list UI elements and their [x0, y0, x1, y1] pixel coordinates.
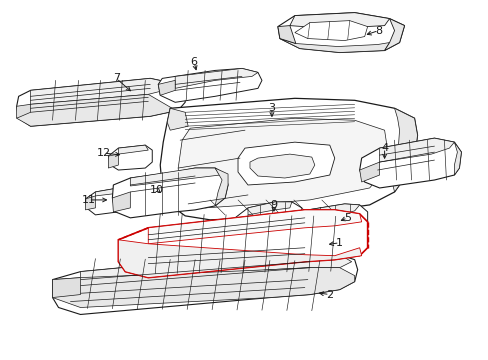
Polygon shape: [17, 78, 185, 126]
Polygon shape: [384, 19, 404, 50]
Polygon shape: [238, 142, 334, 185]
Polygon shape: [81, 252, 351, 288]
Polygon shape: [108, 145, 152, 170]
Text: 12: 12: [96, 148, 110, 158]
Polygon shape: [158, 68, 262, 102]
Text: 7: 7: [113, 73, 120, 84]
Polygon shape: [118, 210, 367, 278]
Text: 5: 5: [344, 213, 350, 223]
Polygon shape: [167, 108, 188, 130]
Polygon shape: [175, 68, 258, 88]
Text: 8: 8: [374, 26, 382, 36]
Polygon shape: [453, 142, 461, 175]
Polygon shape: [294, 21, 367, 41]
Polygon shape: [359, 138, 461, 188]
Polygon shape: [85, 188, 124, 215]
Polygon shape: [391, 108, 417, 192]
Polygon shape: [277, 26, 295, 44]
Polygon shape: [112, 192, 130, 212]
Polygon shape: [289, 13, 389, 28]
Polygon shape: [17, 94, 178, 126]
Circle shape: [136, 157, 141, 162]
Polygon shape: [95, 188, 120, 196]
Polygon shape: [108, 154, 118, 168]
Polygon shape: [158, 80, 175, 95]
Text: 1: 1: [336, 238, 343, 248]
Text: 4: 4: [380, 143, 387, 153]
Polygon shape: [31, 78, 178, 104]
Polygon shape: [130, 168, 220, 186]
Polygon shape: [52, 268, 354, 307]
Polygon shape: [307, 204, 359, 218]
Text: 2: 2: [325, 289, 333, 300]
Polygon shape: [112, 168, 227, 218]
Polygon shape: [359, 162, 379, 182]
Polygon shape: [235, 202, 301, 234]
Text: 11: 11: [81, 195, 95, 205]
Polygon shape: [277, 13, 404, 53]
Polygon shape: [379, 138, 453, 162]
Polygon shape: [148, 210, 361, 244]
Text: 9: 9: [270, 200, 277, 210]
Polygon shape: [118, 145, 148, 154]
Polygon shape: [389, 158, 414, 178]
Polygon shape: [52, 252, 357, 315]
Polygon shape: [215, 168, 227, 206]
Polygon shape: [178, 118, 387, 208]
Polygon shape: [160, 98, 417, 220]
Polygon shape: [118, 240, 361, 278]
Polygon shape: [249, 154, 314, 178]
Text: 3: 3: [268, 103, 275, 113]
Polygon shape: [247, 202, 291, 215]
Circle shape: [125, 157, 131, 162]
Text: 6: 6: [190, 58, 197, 67]
Polygon shape: [85, 196, 95, 210]
Polygon shape: [291, 204, 367, 242]
Polygon shape: [279, 39, 389, 53]
Circle shape: [105, 199, 111, 205]
Polygon shape: [52, 278, 81, 298]
Polygon shape: [17, 104, 31, 118]
Text: 10: 10: [150, 185, 164, 195]
